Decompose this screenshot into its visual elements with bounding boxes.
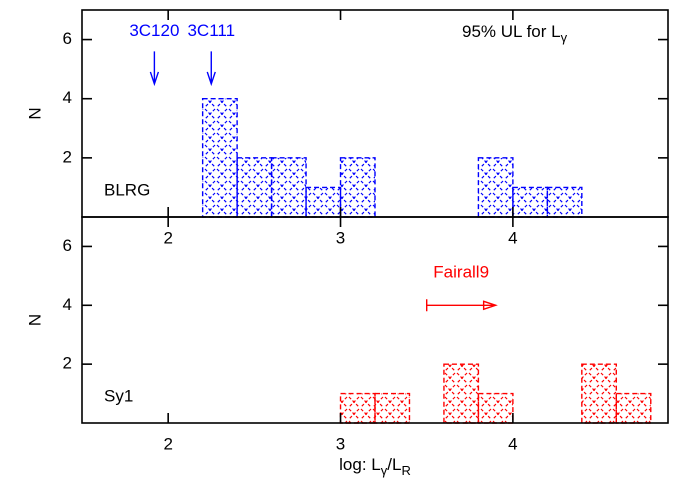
note-sub: γ (561, 30, 568, 45)
histogram-bar (339, 157, 376, 218)
histogram-bar (546, 186, 583, 218)
y-tick-label: 2 (63, 147, 72, 166)
histogram-bar (236, 157, 273, 218)
y-tick-label: 2 (63, 354, 72, 373)
x-tick-label: 2 (163, 228, 172, 247)
x-axis-label-part: γ (381, 463, 388, 478)
x-tick-label: 4 (508, 434, 517, 453)
y-axis-label: N (25, 107, 44, 119)
histogram-bar (305, 186, 342, 218)
arrow-label: 3C111 (187, 21, 235, 40)
upper-limit-arrow (206, 51, 216, 87)
histogram-bar (339, 392, 376, 424)
x-tick-label: 4 (508, 228, 517, 247)
y-tick-label: 6 (63, 29, 72, 48)
histogram-bar (615, 392, 652, 424)
y-tick-label: 4 (63, 88, 72, 107)
histogram-bar (270, 157, 307, 218)
histogram-bar (581, 363, 617, 424)
y-tick-label: 6 (63, 236, 72, 255)
note: 95% UL for Lγ (462, 22, 568, 45)
histogram-bar (512, 186, 549, 218)
histogram-bar (443, 363, 480, 424)
x-tick-label: 3 (336, 228, 345, 247)
histogram-bar (477, 157, 514, 218)
plot-frame (81, 216, 669, 424)
panel-label: BLRG (104, 180, 150, 199)
y-tick-label: 4 (63, 295, 72, 314)
x-axis-label: log: Lγ/LR (339, 455, 411, 478)
x-axis-label-part: /L (387, 455, 401, 474)
panel-label: Sy1 (104, 386, 133, 405)
histogram-bar (374, 392, 411, 424)
x-axis-label-part: R (401, 463, 410, 478)
note-text: 95% UL for L (462, 22, 561, 41)
upper-limit-arrow (149, 51, 160, 87)
lower-limit-arrow (426, 299, 498, 312)
arrow-label: 3C120 (129, 21, 179, 40)
x-tick-label: 3 (336, 434, 345, 453)
histogram-bar (477, 392, 514, 424)
y-axis-label: N (25, 314, 44, 326)
histogram-bar (201, 98, 238, 218)
arrow-label: Fairall9 (433, 262, 489, 281)
x-axis-label-part: log: L (339, 455, 381, 474)
x-tick-label: 2 (163, 434, 172, 453)
